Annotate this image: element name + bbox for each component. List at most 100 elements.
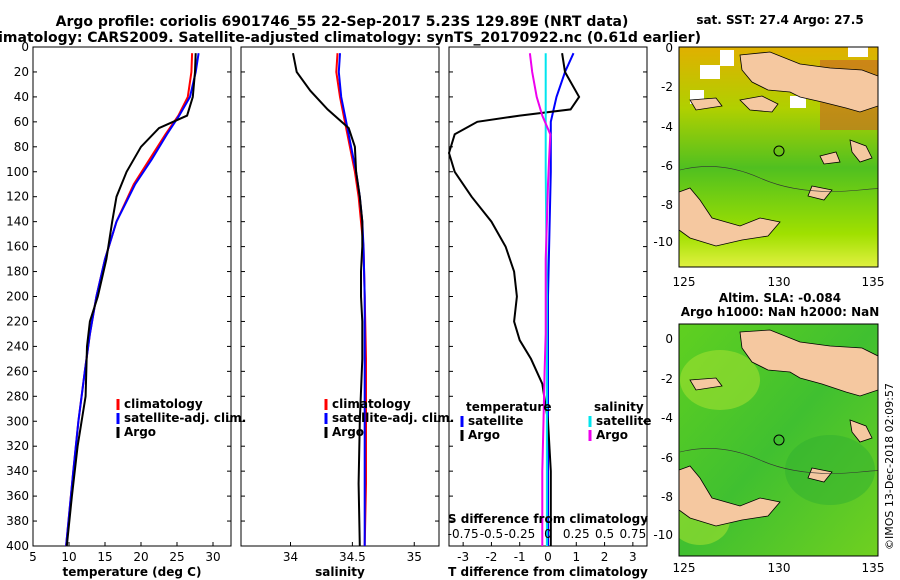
- salinity-diff-tick-label: -0.75: [448, 527, 479, 541]
- sla-map-title-line2: Argo h1000: NaN h2000: NaN: [681, 305, 880, 319]
- credit-text: ©IMOS 13-Dec-2018 02:09:57: [883, 383, 896, 550]
- y-tick-label: 340: [6, 464, 29, 478]
- legend-label: satellite: [596, 414, 651, 428]
- y-tick-label: 60: [14, 115, 29, 129]
- x-tick-label: -3: [457, 550, 469, 564]
- y-tick-label: 200: [6, 290, 29, 304]
- y-tick-label: 400: [6, 539, 29, 553]
- series-line-argo: [292, 53, 364, 547]
- sla-ytick: -4: [661, 411, 673, 425]
- series-line-argo: [65, 53, 197, 547]
- sla-xtick: 125: [673, 561, 696, 575]
- y-tick-label: 140: [6, 215, 29, 229]
- y-tick-label: 300: [6, 414, 29, 428]
- sla-ytick: -8: [661, 490, 673, 504]
- legend-label: Argo: [124, 425, 156, 439]
- y-tick-label: 220: [6, 314, 29, 328]
- legend-label: satellite-adj. clim.: [332, 411, 454, 425]
- sst-ytick: 0: [665, 41, 673, 55]
- series-line-climatology: [65, 53, 194, 547]
- y-tick-label: 100: [6, 165, 29, 179]
- legend-title-salinity: salinity: [594, 400, 644, 414]
- x-tick-label: 10: [61, 550, 76, 564]
- sst-ytick: -2: [661, 80, 673, 94]
- y-tick-label: 80: [14, 140, 29, 154]
- y-tick-label: 160: [6, 240, 29, 254]
- x-tick-label: 1: [572, 550, 580, 564]
- y-tick-label: 40: [14, 90, 29, 104]
- sla-ytick: -10: [653, 528, 673, 542]
- salinity-diff-tick-label: 0.75: [619, 527, 646, 541]
- sla-map: [679, 324, 878, 556]
- x-tick-label: 20: [133, 550, 148, 564]
- y-tick-label: 240: [6, 339, 29, 353]
- profile-panel-difference: -3 -2 -1 0 1 2 3T difference from climatology t…: [447, 46, 651, 579]
- y-tick-label: 280: [6, 389, 29, 403]
- series-line-s-argo: [528, 53, 552, 546]
- salinity-diff-tick-label: 0.5: [595, 527, 614, 541]
- x-axis-label: T difference from climatology: [448, 565, 648, 579]
- x-tick-label: 15: [97, 550, 112, 564]
- sst-map: [679, 47, 878, 267]
- x-tick-label: 34: [283, 550, 298, 564]
- salinity-diff-axis-label: S difference from climatology: [448, 512, 648, 526]
- sla-ytick: -2: [661, 372, 673, 386]
- y-tick-label: 20: [14, 65, 29, 79]
- profile-panel-salinity: 34 34.5 35 salinity climatologysatellite-adj…: [240, 46, 454, 579]
- x-tick-label: 35: [407, 550, 422, 564]
- x-tick-label: 2: [601, 550, 609, 564]
- series-line-satellite-adj-clim-: [65, 53, 200, 547]
- series-line-t-satellite: [547, 52, 575, 546]
- legend-title-temperature: temperature: [466, 400, 551, 414]
- x-tick-label: -1: [514, 550, 526, 564]
- sst-xtick: 125: [673, 275, 696, 289]
- sst-ytick: -8: [661, 198, 673, 212]
- sla-ytick: -6: [661, 451, 673, 465]
- y-tick-label: 120: [6, 190, 29, 204]
- salinity-diff-tick-label: -0.5: [480, 527, 503, 541]
- y-tick-label: 260: [6, 364, 29, 378]
- figure-title-line2: Climatology: CARS2009. Satellite-adjuste…: [0, 30, 701, 46]
- sla-xtick: 135: [862, 561, 885, 575]
- x-axis-label: temperature (deg C): [63, 565, 202, 579]
- legend-label: Argo: [332, 425, 364, 439]
- sst-xtick: 130: [768, 275, 791, 289]
- legend-label: Argo: [596, 428, 628, 442]
- salinity-diff-tick-label: 0: [544, 527, 552, 541]
- x-axis-label: salinity: [315, 565, 365, 579]
- argo-location-marker: [773, 434, 785, 446]
- axes-frame: [240, 46, 440, 547]
- y-tick-label: 320: [6, 439, 29, 453]
- figure-title-line1: Argo profile: coriolis 6901746_55 22-Sep…: [56, 14, 629, 30]
- profile-panel-temperature: 0 20 40 60 80 100 120 140 160 180 200 220 240 260 280 3…: [6, 40, 246, 579]
- salinity-diff-tick-label: 0.25: [563, 527, 590, 541]
- x-tick-label: -2: [485, 550, 497, 564]
- legend-label: climatology: [124, 397, 203, 411]
- sst-ytick: -6: [661, 159, 673, 173]
- sla-map-title-line1: Altim. SLA: -0.084: [719, 291, 841, 305]
- sst-map-title: sat. SST: 27.4 Argo: 27.5: [696, 13, 863, 27]
- x-tick-label: 34.5: [339, 550, 366, 564]
- sst-map-ticks: 125 130 135 0 -2 -4 -6 -8 -10: [653, 41, 884, 289]
- axes-frame: [32, 46, 232, 547]
- sst-xtick: 135: [862, 275, 885, 289]
- x-tick-label: 5: [29, 550, 37, 564]
- x-tick-label: 3: [629, 550, 637, 564]
- sla-xtick: 130: [768, 561, 791, 575]
- legend-label: satellite-adj. clim.: [124, 411, 246, 425]
- sla-map-ticks: 125 130 135 0 -2 -4 -6 -8 -10: [653, 332, 884, 575]
- x-tick-label: 30: [205, 550, 220, 564]
- sla-ytick: 0: [665, 332, 673, 346]
- legend-label: satellite: [468, 414, 523, 428]
- series-line-climatology: [335, 53, 367, 547]
- y-tick-label: 180: [6, 265, 29, 279]
- argo-location-marker: [773, 145, 785, 157]
- series-line-t-argo: [447, 53, 581, 546]
- legend-label: Argo: [468, 428, 500, 442]
- sst-ytick: -10: [653, 235, 673, 249]
- x-tick-label: 0: [544, 550, 552, 564]
- y-tick-label: 380: [6, 514, 29, 528]
- y-tick-label: 0: [21, 40, 29, 54]
- legend-label: climatology: [332, 397, 411, 411]
- salinity-diff-tick-label: -0.25: [504, 527, 535, 541]
